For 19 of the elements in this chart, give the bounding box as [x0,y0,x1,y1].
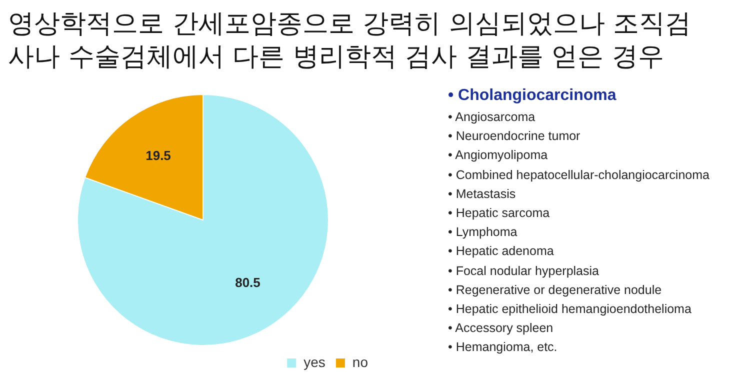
text: • Hepatic adenoma [448,243,555,260]
text: • Metastasis [448,186,517,203]
text: • Hepatic epithelioid hemangioendothelioma [448,301,692,318]
text: • Focal nodular hyperplasia [448,262,600,280]
text: • Neuroendocrine tumor [448,128,582,146]
text: • Accessory spleen [448,320,554,338]
text: • Angiosarcoma [448,109,536,126]
text: • Regenerative or degenerative nodule [448,282,663,299]
chart-title: 영상학적으로 간세포암종으로 강력히 의심되었으나 조직검사나 수술검체에서 다른 병리학적 검사 결과를 얻은 경우 [8,8,692,74]
text: • Hemangioma, etc. [448,339,558,356]
text: • Hepatic sarcoma [448,205,551,222]
legend-label: yes [304,354,326,370]
text: • Angiomyolipoma [448,147,549,164]
text: • Combined hepatocellular-cholangiocarcinoma [448,166,710,184]
text: • Cholangiocarcinoma [448,86,618,106]
data-label: 80.5 [235,275,260,290]
text: • Lymphoma [448,224,518,242]
data-label: 19.5 [146,148,171,163]
legend-label: no [352,354,368,370]
